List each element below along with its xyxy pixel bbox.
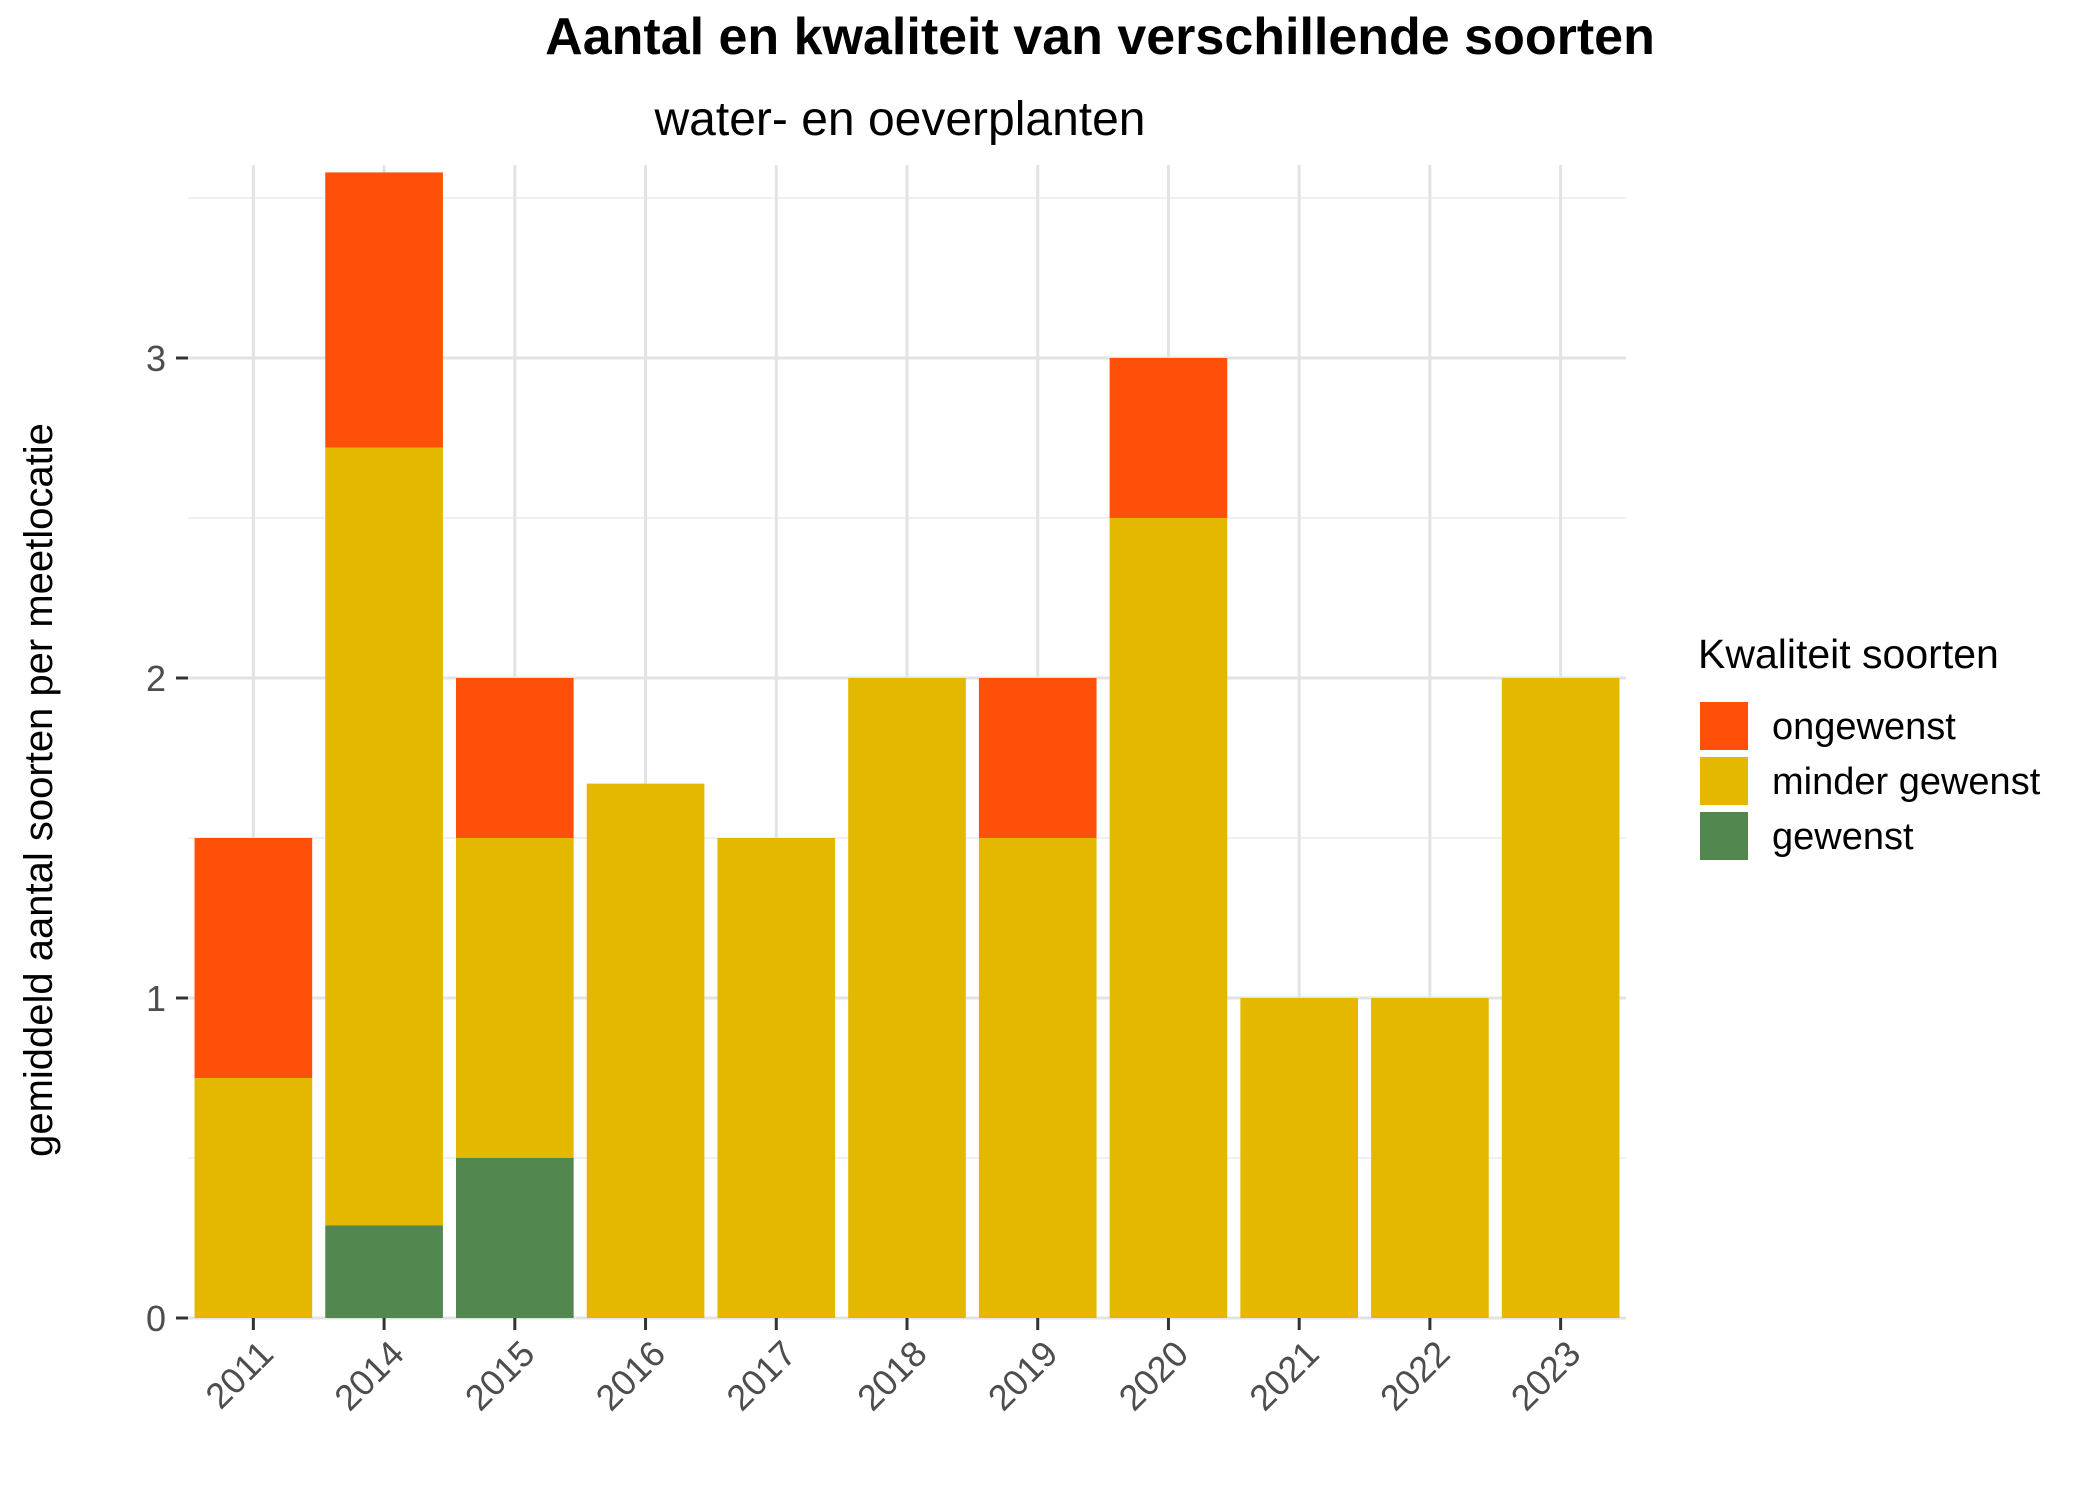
bar-gewenst-2015 [455,1158,574,1318]
legend-label-gewenst: gewenst [1772,816,1914,858]
bar-minder-gewenst-2016 [586,783,705,1318]
bar-minder-gewenst-2015 [455,838,574,1158]
legend-swatch-gewenst [1700,812,1748,860]
bar-minder-gewenst-2021 [1240,998,1359,1318]
bar-ongewenst-2019 [978,678,1097,838]
x-tick-label: 2016 [588,1333,674,1419]
x-tick-label: 2018 [849,1333,935,1419]
bar-ongewenst-2014 [325,172,443,448]
bar-gewenst-2014 [325,1225,443,1318]
legend-label-minder-gewenst: minder gewenst [1772,761,2041,803]
legend-swatch-minder-gewenst [1700,757,1748,805]
chart-title: Aantal en kwaliteit van verschillende so… [545,8,1655,66]
bar-minder-gewenst-2011 [194,1078,313,1318]
bar-minder-gewenst-2017 [717,838,836,1318]
x-tick-label: 2011 [197,1333,281,1417]
y-tick-label: 3 [146,338,166,379]
x-tick-label: 2017 [718,1333,804,1419]
plot-area: 0 1 2 3 2011 2014 2015 2016 2017 2018 2019 2020 2021… [146,165,1626,1418]
y-tick-label: 1 [146,978,166,1019]
legend-label-ongewenst: ongewenst [1772,706,1956,748]
y-tick-label: 2 [146,658,166,699]
legend-swatch-ongewenst [1700,702,1748,750]
y-tick-label: 0 [146,1298,166,1339]
bar-ongewenst-2015 [455,678,574,838]
x-tick-label: 2014 [326,1333,412,1419]
x-tick-label: 2019 [980,1333,1066,1419]
x-tick-label: 2022 [1372,1333,1458,1419]
legend-title: Kwaliteit soorten [1698,631,1999,677]
bar-minder-gewenst-2022 [1371,998,1489,1318]
x-tick-label: 2020 [1110,1333,1196,1419]
x-tick-label: 2023 [1503,1333,1589,1419]
y-axis-label: gemiddeld aantal soorten per meetlocatie [17,423,61,1157]
bar-minder-gewenst-2014 [325,447,443,1226]
bar-ongewenst-2011 [194,838,313,1078]
bar-minder-gewenst-2020 [1109,518,1228,1318]
legend: Kwaliteit soorten ongewenst minder gewens… [1698,631,2041,860]
chart-subtitle: water- en oeverplanten [654,93,1146,146]
x-tick-label: 2015 [457,1333,543,1419]
bar-minder-gewenst-2018 [848,678,966,1318]
bar-ongewenst-2020 [1109,358,1228,518]
bar-minder-gewenst-2023 [1501,678,1620,1318]
x-tick-label: 2021 [1241,1333,1327,1419]
bar-minder-gewenst-2019 [978,838,1097,1318]
